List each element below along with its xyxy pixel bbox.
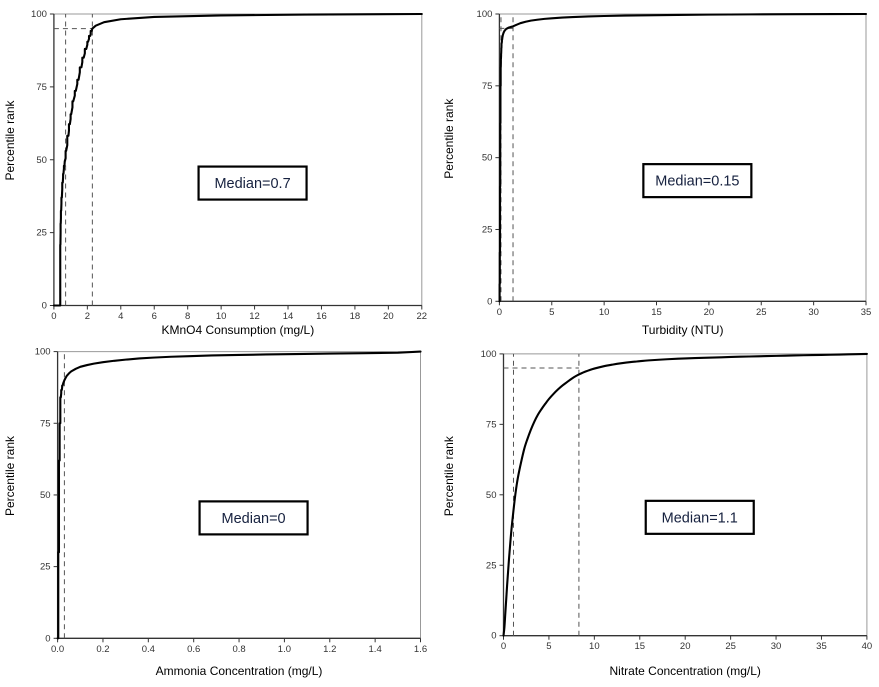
svg-text:25: 25 <box>36 228 47 239</box>
svg-text:0: 0 <box>487 296 492 307</box>
svg-text:1.4: 1.4 <box>369 644 382 655</box>
svg-text:50: 50 <box>482 153 493 164</box>
svg-text:0: 0 <box>491 631 496 642</box>
svg-text:15: 15 <box>634 641 645 652</box>
svg-text:Percentile rank: Percentile rank <box>3 435 17 516</box>
svg-text:50: 50 <box>36 155 47 166</box>
svg-text:35: 35 <box>861 307 872 318</box>
svg-text:Median=0.7: Median=0.7 <box>214 176 290 192</box>
svg-text:25: 25 <box>486 560 497 571</box>
svg-text:25: 25 <box>482 224 493 235</box>
svg-text:4: 4 <box>118 311 123 322</box>
svg-text:100: 100 <box>35 347 51 358</box>
svg-text:0: 0 <box>497 307 502 318</box>
svg-text:12: 12 <box>249 311 260 322</box>
svg-text:1.0: 1.0 <box>278 644 291 655</box>
svg-text:30: 30 <box>771 641 782 652</box>
svg-text:5: 5 <box>549 307 554 318</box>
svg-text:2: 2 <box>85 311 90 322</box>
svg-text:Turbidity (NTU): Turbidity (NTU) <box>642 323 724 337</box>
svg-text:0.2: 0.2 <box>96 644 109 655</box>
svg-text:0.6: 0.6 <box>187 644 200 655</box>
svg-text:15: 15 <box>651 307 662 318</box>
svg-text:0.4: 0.4 <box>142 644 155 655</box>
svg-text:0.0: 0.0 <box>51 644 64 655</box>
svg-text:Median=0.15: Median=0.15 <box>655 174 739 190</box>
svg-text:75: 75 <box>36 82 47 93</box>
svg-text:16: 16 <box>316 311 327 322</box>
svg-text:Ammonia Concentration (mg/L): Ammonia Concentration (mg/L) <box>156 664 323 678</box>
svg-text:Percentile rank: Percentile rank <box>3 99 17 180</box>
svg-text:8: 8 <box>185 311 190 322</box>
svg-text:1.6: 1.6 <box>414 644 427 655</box>
svg-text:KMnO4 Consumption (mg/L): KMnO4 Consumption (mg/L) <box>161 323 314 337</box>
svg-text:Nitrate Concentration (mg/L): Nitrate Concentration (mg/L) <box>609 664 760 678</box>
svg-text:50: 50 <box>40 490 51 501</box>
svg-text:20: 20 <box>680 641 691 652</box>
svg-text:50: 50 <box>486 490 497 501</box>
svg-text:40: 40 <box>862 641 873 652</box>
svg-text:75: 75 <box>486 419 497 430</box>
svg-text:35: 35 <box>816 641 827 652</box>
svg-text:75: 75 <box>482 81 493 92</box>
svg-text:1.2: 1.2 <box>323 644 336 655</box>
svg-text:100: 100 <box>481 349 497 360</box>
svg-text:0: 0 <box>45 633 50 644</box>
svg-text:10: 10 <box>589 641 600 652</box>
svg-text:20: 20 <box>704 307 715 318</box>
svg-text:18: 18 <box>350 311 361 322</box>
svg-text:0: 0 <box>501 641 506 652</box>
svg-text:30: 30 <box>808 307 819 318</box>
svg-text:10: 10 <box>216 311 227 322</box>
svg-text:14: 14 <box>283 311 294 322</box>
svg-text:25: 25 <box>725 641 736 652</box>
svg-text:5: 5 <box>546 641 551 652</box>
svg-text:Median=0: Median=0 <box>222 511 286 527</box>
svg-text:0.8: 0.8 <box>232 644 245 655</box>
svg-text:Median=1.1: Median=1.1 <box>662 510 738 526</box>
svg-text:10: 10 <box>599 307 610 318</box>
svg-text:Percentile rank: Percentile rank <box>442 435 456 516</box>
svg-text:Percentile rank: Percentile rank <box>442 98 456 179</box>
svg-text:0: 0 <box>42 301 47 312</box>
svg-text:100: 100 <box>31 9 47 20</box>
svg-text:6: 6 <box>152 311 157 322</box>
svg-text:22: 22 <box>417 311 428 322</box>
svg-text:100: 100 <box>477 9 493 20</box>
svg-text:20: 20 <box>383 311 394 322</box>
svg-text:0: 0 <box>51 311 56 322</box>
svg-text:25: 25 <box>40 562 51 573</box>
svg-text:75: 75 <box>40 418 51 429</box>
svg-text:25: 25 <box>756 307 767 318</box>
